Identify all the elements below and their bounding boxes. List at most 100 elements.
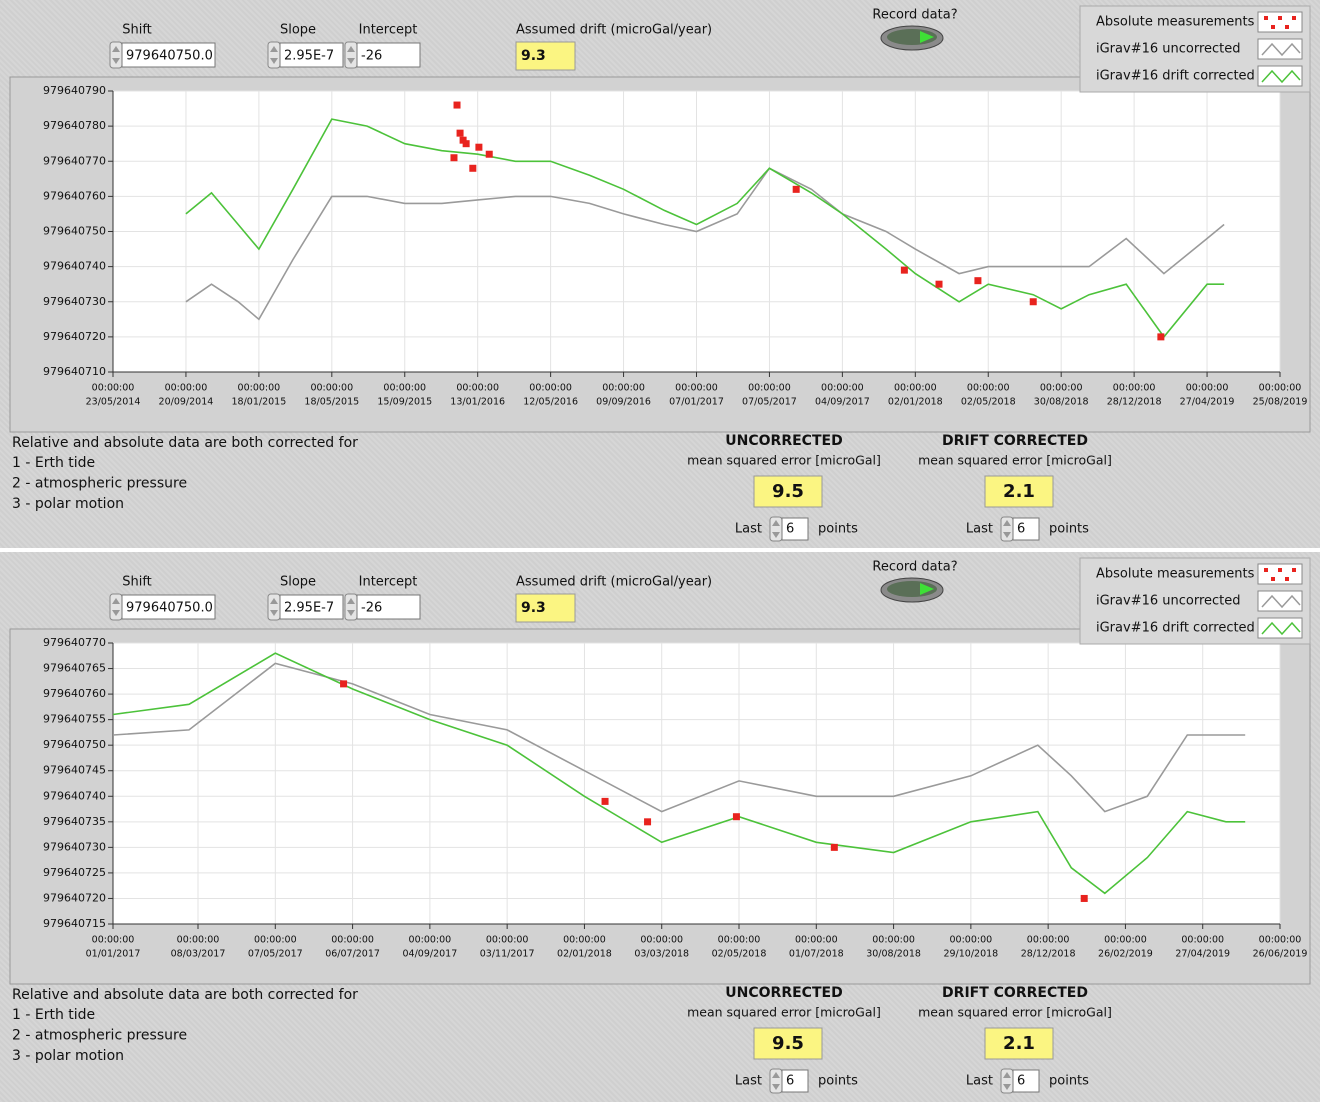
spinner[interactable] [109,593,123,621]
spinner-down[interactable] [1003,532,1011,538]
spinner-up[interactable] [112,46,120,52]
x-tick-time: 00:00:00 [950,935,993,946]
y-tick-label: 979640790 [43,84,106,97]
control-input[interactable] [279,594,344,620]
spinner[interactable] [344,593,358,621]
legend-label: iGrav#16 drift corrected [1096,69,1255,84]
series-line [185,118,1225,339]
absolute-point [475,143,483,151]
absolute-point [450,154,458,162]
stat-title: UNCORRECTED [725,985,842,1001]
x-tick-date: 09/09/2016 [596,397,651,408]
last-input[interactable] [1012,1069,1040,1093]
spinner-down[interactable] [347,58,355,64]
spinner-down[interactable] [772,1084,780,1090]
legend-swatch [1264,568,1268,572]
spinner[interactable] [344,41,358,69]
spinner-up[interactable] [772,1072,780,1078]
y-tick-label: 979640750 [43,738,106,751]
x-tick-time: 00:00:00 [456,383,499,394]
spinner[interactable] [267,593,281,621]
spinner-up[interactable] [347,46,355,52]
legend-swatch [1285,577,1289,581]
x-tick-time: 00:00:00 [675,383,718,394]
record-led[interactable] [920,583,934,595]
absolute-point [453,101,461,109]
x-tick-time: 00:00:00 [1113,383,1156,394]
control-input[interactable] [356,594,421,620]
last-unit: points [1049,1074,1089,1089]
spinner-up[interactable] [112,598,120,604]
spinner-up[interactable] [270,598,278,604]
x-tick-date: 01/07/2018 [789,949,844,960]
notes-item: 2 - atmospheric pressure [12,1028,187,1044]
spinner-down[interactable] [1003,1084,1011,1090]
spinner-up[interactable] [270,46,278,52]
last-input[interactable] [781,1069,809,1093]
plot-area [112,642,1281,925]
control-value: -26 [361,601,382,616]
last-input[interactable] [781,517,809,541]
legend-icon [1257,11,1303,33]
stat-box [753,475,823,508]
record-label: Record data? [872,560,957,575]
x-tick-date: 28/12/2018 [1021,949,1076,960]
control-input[interactable] [121,594,216,620]
record-led[interactable] [920,31,934,43]
last-unit: points [1049,522,1089,537]
last-input[interactable] [1012,517,1040,541]
spinner-down[interactable] [270,610,278,616]
last-unit: points [818,522,858,537]
control-input[interactable] [279,42,344,68]
control-input[interactable] [121,42,216,68]
x-tick-date: 01/01/2017 [86,949,141,960]
x-tick-date: 07/05/2017 [248,949,303,960]
stat-box [984,1027,1054,1060]
spinner-down[interactable] [270,58,278,64]
absolute-point [462,140,470,148]
x-tick-time: 00:00:00 [894,383,937,394]
legend-swatch [1264,16,1268,20]
x-tick-date: 06/07/2017 [325,949,380,960]
x-tick-time: 00:00:00 [821,383,864,394]
y-tick-label: 979640720 [43,330,106,343]
series-line [112,652,1246,895]
x-tick-time: 00:00:00 [1181,935,1224,946]
legend-swatch [1292,568,1296,572]
notes-item: 2 - atmospheric pressure [12,476,187,492]
drift-box [515,593,576,623]
x-tick-date: 02/01/2018 [557,949,612,960]
spinner-down[interactable] [112,58,120,64]
drift-box [515,41,576,71]
legend-label: iGrav#16 uncorrected [1096,42,1241,57]
spinner-up[interactable] [347,598,355,604]
absolute-point [459,136,467,144]
spinner[interactable] [267,41,281,69]
spinner-up[interactable] [1003,520,1011,526]
stat-subtitle: mean squared error [microGal] [918,1005,1112,1020]
notes-item: 1 - Erth tide [12,455,95,471]
x-tick-time: 00:00:00 [1259,935,1302,946]
series-line [112,662,1246,813]
spinner-up[interactable] [1003,1072,1011,1078]
spinner-up[interactable] [772,520,780,526]
x-tick-date: 03/03/2018 [634,949,689,960]
spinner-down[interactable] [772,532,780,538]
x-tick-date: 08/03/2017 [171,949,226,960]
x-tick-time: 00:00:00 [310,383,353,394]
control-input[interactable] [356,42,421,68]
spinner-down[interactable] [347,610,355,616]
y-tick-label: 979640760 [43,189,106,202]
y-tick-label: 979640760 [43,687,106,700]
x-tick-date: 02/05/2018 [961,397,1016,408]
y-tick-label: 979640755 [43,713,106,726]
x-tick-time: 00:00:00 [486,935,529,946]
absolute-point [732,813,740,821]
spinner-down[interactable] [112,610,120,616]
last-value: 6 [786,1074,794,1089]
x-tick-date: 20/09/2014 [159,397,214,408]
y-tick-label: 979640750 [43,225,106,238]
x-tick-date: 30/08/2018 [866,949,921,960]
x-tick-time: 00:00:00 [748,383,791,394]
spinner[interactable] [109,41,123,69]
